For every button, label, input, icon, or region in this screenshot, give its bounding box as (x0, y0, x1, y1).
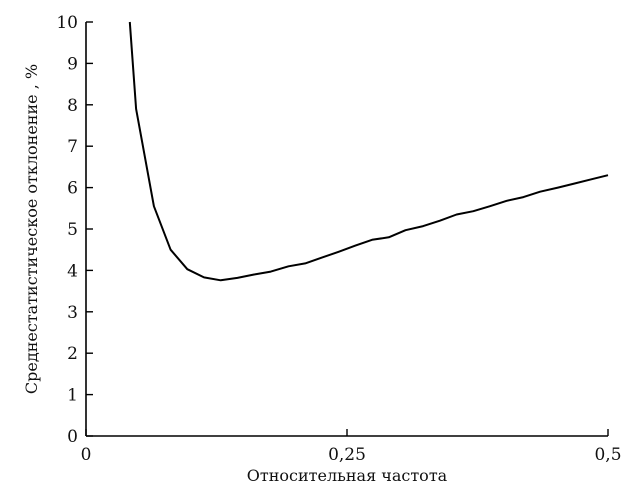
y-tick-label: 9 (67, 54, 78, 74)
x-tick-label: 0 (81, 445, 92, 465)
x-tick-label: 0,5 (594, 445, 621, 465)
y-tick-label: 10 (56, 13, 78, 33)
y-axis-title: Среднестатистическое отклонение , % (22, 64, 41, 394)
x-tick-label: 0,25 (328, 445, 366, 465)
y-ticks: 0 1 2 3 4 5 6 7 8 9 10 (56, 13, 93, 447)
y-tick-label: 0 (67, 427, 78, 447)
y-tick-label: 6 (67, 179, 78, 199)
y-tick-label: 4 (67, 261, 78, 281)
series-line (128, 21, 609, 282)
y-tick-label: 1 (67, 386, 78, 406)
y-tick-label: 2 (67, 344, 78, 364)
y-tick-label: 5 (67, 220, 78, 240)
y-tick-label: 3 (67, 303, 78, 323)
y-tick-label: 7 (67, 137, 78, 157)
x-axis-title: Относительная частота (247, 466, 448, 485)
plot-area: 0 1 2 3 4 5 6 7 8 9 10 0 0,25 0,5 (56, 13, 621, 465)
y-tick-label: 8 (67, 96, 78, 116)
x-ticks: 0 0,25 0,5 (81, 429, 622, 465)
